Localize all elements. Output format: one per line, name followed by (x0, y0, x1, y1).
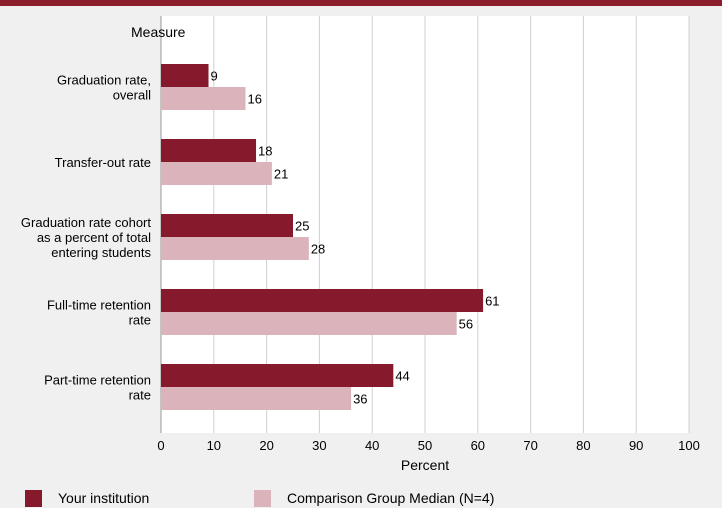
x-tick-label: 60 (471, 438, 485, 453)
bar-comparison (161, 237, 309, 260)
x-tick-label: 50 (418, 438, 432, 453)
x-tick-label: 0 (157, 438, 164, 453)
x-tick-label: 40 (365, 438, 379, 453)
bar-value-label: 21 (274, 167, 288, 182)
x-tick-label: 90 (629, 438, 643, 453)
category-axis-title: Measure (131, 24, 186, 40)
bar-value-label: 16 (247, 92, 261, 107)
category-label-line: rate (129, 313, 151, 328)
bar-value-label: 61 (485, 294, 499, 309)
x-axis-title: Percent (401, 457, 449, 473)
category-label: Part-time retention rate (44, 373, 151, 403)
bar-value-label: 9 (211, 69, 218, 84)
category-label-line: as a percent of total (37, 230, 151, 245)
category-label-line: Graduation rate, (57, 73, 151, 88)
bar-comparison (161, 87, 246, 110)
category-label-line: Transfer-out rate (55, 155, 151, 170)
category-label: Transfer-out rate (55, 155, 151, 170)
category-label: Full-time retention rate (47, 298, 151, 328)
bar-value-label: 56 (459, 317, 473, 332)
bar-comparison (161, 162, 272, 185)
legend-label-primary: Your institution (58, 490, 149, 506)
category-label: Graduation rate cohort as a percent of to… (21, 215, 152, 260)
bar-primary (161, 364, 394, 387)
bar-primary (161, 64, 209, 87)
bar-primary (161, 139, 257, 162)
bar-value-label: 28 (311, 242, 325, 257)
x-axis-ticks: 0 10 20 30 40 50 60 70 80 90 100 (157, 438, 699, 453)
bar-comparison (161, 387, 352, 410)
top-accent-bar (0, 0, 722, 6)
legend-swatch-primary (25, 490, 42, 507)
x-tick-label: 30 (312, 438, 326, 453)
category-label: Graduation rate, overall (57, 73, 151, 103)
category-label-line: Part-time retention (44, 373, 151, 388)
category-label-line: rate (129, 388, 151, 403)
category-label-line: Graduation rate cohort (21, 215, 151, 230)
bar-value-label: 36 (353, 392, 367, 407)
x-tick-label: 100 (678, 438, 700, 453)
category-label-line: overall (113, 88, 151, 103)
bar-comparison (161, 312, 457, 335)
x-tick-label: 70 (523, 438, 537, 453)
x-tick-label: 80 (576, 438, 590, 453)
category-labels: Graduation rate, overall Transfer-out rate… (21, 73, 152, 403)
x-tick-label: 20 (259, 438, 273, 453)
legend-label-comparison: Comparison Group Median (N=4) (287, 490, 494, 506)
category-label-line: Full-time retention (47, 298, 151, 313)
bar-value-label: 25 (295, 219, 309, 234)
bar-primary (161, 214, 293, 237)
bar-value-label: 44 (395, 369, 409, 384)
bar-primary (161, 289, 484, 312)
category-label-line: entering students (51, 245, 151, 260)
legend-swatch-comparison (254, 490, 271, 507)
x-tick-label: 10 (207, 438, 221, 453)
bar-value-label: 18 (258, 144, 272, 159)
